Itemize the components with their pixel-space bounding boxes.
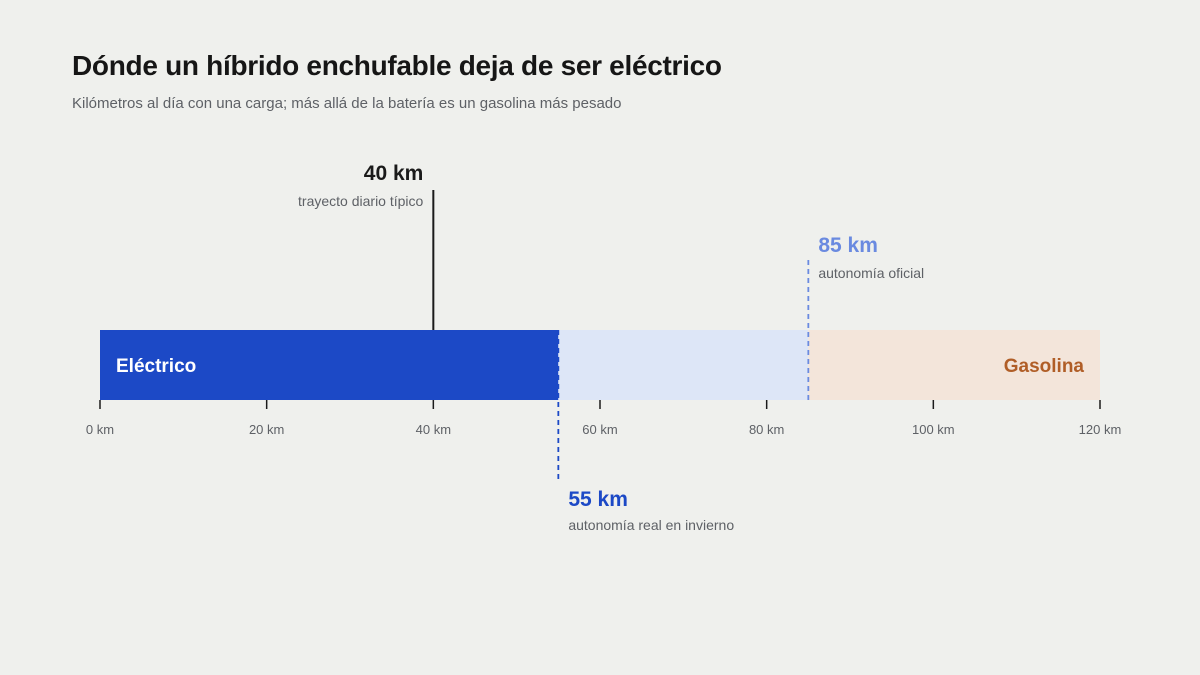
segment-label-gasolina: Gasolina <box>1004 356 1085 377</box>
x-tick-label: 20 km <box>249 422 284 437</box>
segment-electrico <box>100 330 559 400</box>
segment-gasolina <box>808 330 1100 400</box>
x-tick-label: 0 km <box>86 422 114 437</box>
chart-title: Dónde un híbrido enchufable deja de ser … <box>72 50 722 81</box>
x-tick-label: 40 km <box>416 422 451 437</box>
marker-value-trayecto: 40 km <box>364 162 424 185</box>
marker-description-invierno: autonomía real en invierno <box>568 517 734 533</box>
chart-subtitle: Kilómetros al día con una carga; más all… <box>72 95 622 112</box>
x-tick-label: 120 km <box>1079 422 1122 437</box>
x-tick-label: 60 km <box>582 422 617 437</box>
marker-value-oficial: 85 km <box>818 234 878 257</box>
annotation-layer: 40 km trayecto diario típico 85 km autonomí… <box>298 162 924 533</box>
segments-layer: Eléctrico Gasolina <box>100 330 1100 400</box>
segment-label-electrico: Eléctrico <box>116 356 196 377</box>
x-tick-label: 80 km <box>749 422 784 437</box>
marker-description-oficial: autonomía oficial <box>818 265 924 281</box>
segment-autonomia <box>558 330 809 400</box>
marker-value-invierno: 55 km <box>568 488 628 511</box>
x-tick-label: 100 km <box>912 422 955 437</box>
marker-description-trayecto: trayecto diario típico <box>298 193 423 209</box>
axis-layer: 0 km 20 km 40 km 60 km 80 km 100 km 120 km <box>86 400 1121 437</box>
